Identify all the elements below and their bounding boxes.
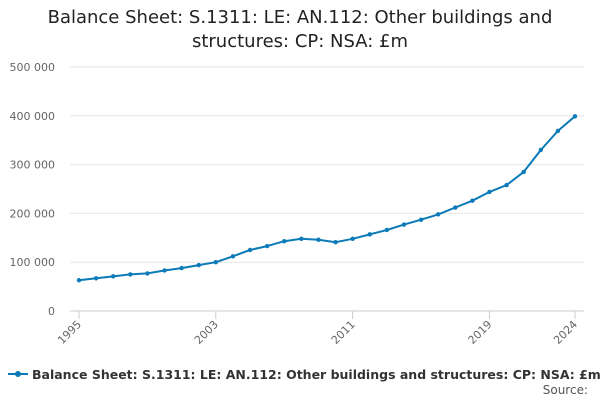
data-point [418, 217, 424, 222]
data-point [453, 205, 458, 210]
data-point [179, 265, 184, 271]
legend[interactable]: Balance Sheet: S.1311: LE: AN.112: Other… [8, 366, 600, 382]
data-point [213, 260, 219, 265]
data-point [435, 212, 441, 217]
y-tick-label: 200 000 [10, 207, 56, 220]
x-tick-label: 2019 [466, 318, 495, 347]
y-tick-label: 0 [48, 305, 55, 318]
y-axis: 0 100 000 200 000 300 000 400 000 500 000 [10, 61, 56, 318]
data-point [162, 268, 167, 273]
data-point [487, 189, 492, 195]
data-point [521, 169, 526, 175]
data-point [384, 227, 390, 233]
data-point [316, 237, 321, 242]
chart-title-line-2: structures: CP: NSA: £m [191, 31, 409, 52]
y-tick-label: 300 000 [10, 159, 56, 172]
data-point [504, 182, 509, 188]
data-point [282, 239, 287, 244]
data-point [93, 276, 99, 281]
data-point [128, 272, 133, 277]
x-tick-label: 2011 [329, 318, 358, 347]
data-point [401, 222, 407, 227]
data-point [299, 236, 304, 241]
data-point [76, 278, 82, 283]
data-point [555, 128, 561, 134]
x-tick-label: 2024 [551, 318, 580, 347]
chart-title-line-1: Balance Sheet: S.1311: LE: AN.112: Other… [47, 7, 553, 28]
x-tick-label: 2003 [192, 318, 221, 347]
legend-label: Balance Sheet: S.1311: LE: AN.112: Other… [32, 366, 600, 382]
chart-title: Balance Sheet: S.1311: LE: AN.112: Other… [0, 6, 600, 54]
data-point [367, 232, 372, 237]
series-group [76, 114, 578, 283]
data-point [572, 114, 578, 119]
data-point [333, 239, 338, 245]
data-point [470, 198, 475, 203]
y-tick-label: 100 000 [10, 256, 56, 269]
legend-line-marker-icon [8, 369, 28, 379]
x-tick-label: 1995 [55, 318, 84, 347]
data-point [196, 262, 201, 268]
data-point [264, 243, 270, 249]
gridlines [70, 66, 584, 263]
data-point [350, 236, 355, 241]
data-point [247, 247, 253, 253]
y-tick-label: 400 000 [10, 110, 56, 123]
y-tick-label: 500 000 [10, 61, 56, 74]
data-point [111, 274, 116, 279]
data-point [230, 254, 236, 259]
data-point [145, 271, 150, 276]
x-axis: 1995 2003 2011 2019 2024 [55, 310, 584, 347]
series-line [78, 115, 576, 282]
source-label: Source: [542, 383, 588, 397]
data-point [538, 147, 543, 153]
